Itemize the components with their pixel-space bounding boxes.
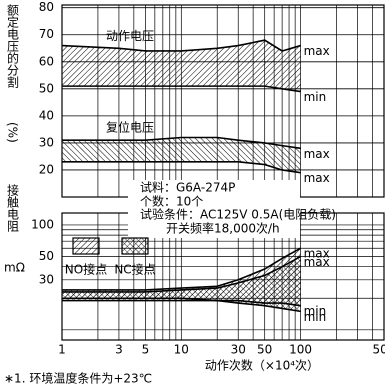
min-line xyxy=(62,161,301,174)
end-label: min xyxy=(304,310,327,324)
y2-axis-unit: mΩ xyxy=(4,261,25,275)
y-axis-unit: (%) xyxy=(6,122,20,143)
legend-label: NC接点 xyxy=(114,262,155,277)
x-tick-label: 10 xyxy=(174,343,189,357)
y2-tick-label: 100 xyxy=(31,217,54,231)
legend-swatch xyxy=(121,237,149,255)
y2-axis-label: 接触电阻 xyxy=(6,183,20,233)
series-label: 动作电压 xyxy=(106,29,154,43)
legend-swatch xyxy=(72,237,100,255)
max-line xyxy=(62,136,301,150)
x-tick-label: 30 xyxy=(231,343,246,357)
annotation: 个数：10个 xyxy=(140,194,203,209)
y-tick-label: 40 xyxy=(39,108,54,122)
x-tick-label: 100 xyxy=(289,343,312,357)
x-tick-label: 500 xyxy=(373,343,385,357)
end-label: max xyxy=(304,247,330,261)
band xyxy=(62,137,301,173)
end-label: max xyxy=(304,147,330,161)
annotation: 试验条件：AC125V 0.5A(电阻负载) xyxy=(140,207,336,222)
series-label: 复位电压 xyxy=(106,120,154,135)
y-tick-label: 50 xyxy=(39,81,54,95)
end-label: max xyxy=(304,171,330,185)
max-line xyxy=(62,247,301,291)
end-label: max xyxy=(304,255,330,269)
x-tick-label: 1 xyxy=(58,343,66,357)
x-tick-label: 50 xyxy=(257,343,272,357)
footnote: ∗1. 环境温度条件为+23℃ xyxy=(4,371,152,385)
x-axis-label: 动作次数（×10⁴次） xyxy=(205,358,319,373)
band xyxy=(62,256,301,312)
annotation: 开关频率18,000次/h xyxy=(166,221,280,236)
y-tick-label: 60 xyxy=(39,54,54,68)
max-line xyxy=(62,255,301,293)
y2-tick-label: 50 xyxy=(39,249,54,263)
max-line xyxy=(61,39,301,52)
y-tick-label: 20 xyxy=(39,162,54,176)
end-label: max xyxy=(304,44,330,58)
annotation: 试料：G6A-274P xyxy=(140,180,235,195)
legend-label: NO接点 xyxy=(65,262,107,277)
y2-tick-label: 30 xyxy=(39,272,54,286)
x-tick-label: 3 xyxy=(115,343,123,357)
end-label: min xyxy=(304,304,327,318)
marks xyxy=(61,39,301,313)
y-tick-label: 70 xyxy=(39,27,54,41)
y-tick-label: 30 xyxy=(39,135,54,149)
y-tick-label: 80 xyxy=(39,0,54,14)
y-axis-label: 额定电压的分割 xyxy=(6,4,20,88)
min-line xyxy=(62,85,301,93)
end-label: min xyxy=(304,90,327,104)
min-line xyxy=(62,299,301,313)
band xyxy=(62,40,301,92)
annotation-box xyxy=(128,180,300,238)
x-tick-label: 5 xyxy=(142,343,150,357)
